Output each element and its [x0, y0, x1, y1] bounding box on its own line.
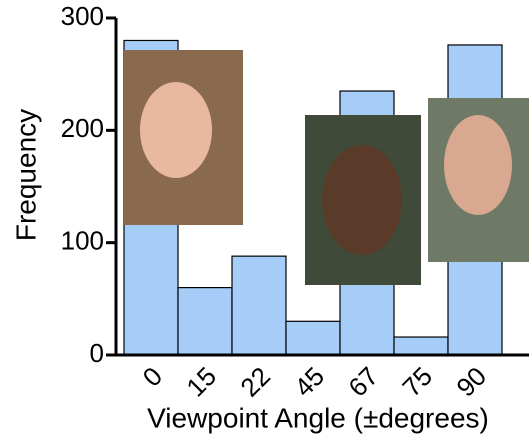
photo-face — [140, 82, 212, 178]
x-tick-label: 0 — [137, 361, 168, 392]
photo-face — [444, 115, 512, 215]
x-tick-label: 45 — [288, 361, 330, 403]
x-tick-label: 67 — [342, 361, 384, 403]
bar — [394, 337, 448, 355]
bar — [178, 288, 232, 355]
x-tick-label: 90 — [450, 361, 492, 403]
bar — [232, 256, 286, 355]
y-tick-label: 300 — [61, 1, 104, 31]
y-tick-label: 0 — [90, 338, 104, 368]
y-axis-title: Frequency — [10, 109, 41, 241]
x-tick-label: 15 — [180, 361, 222, 403]
page: {"chart_data": {"type": "bar", "xlabel":… — [0, 0, 529, 447]
y-tick-label: 100 — [61, 226, 104, 256]
photo-face — [322, 145, 402, 255]
bar — [286, 321, 340, 355]
chart: Frequency Viewpoint Angle (±degrees) 0 15… — [0, 0, 529, 447]
x-tick-label: 22 — [234, 361, 276, 403]
x-tick-label: 75 — [396, 361, 438, 403]
y-tick-label: 200 — [61, 113, 104, 143]
x-axis-title: Viewpoint Angle (±degrees) — [147, 402, 489, 433]
